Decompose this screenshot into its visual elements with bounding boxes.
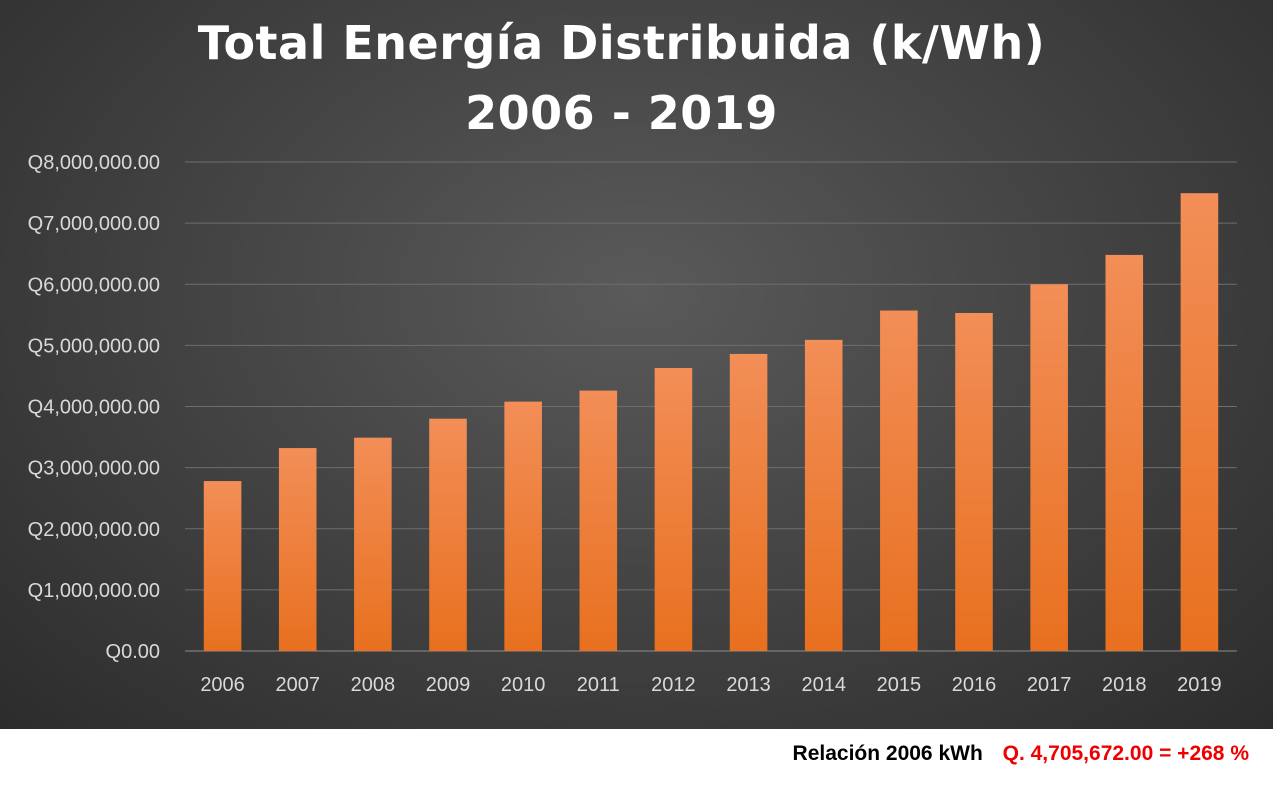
bar-2017	[1030, 284, 1068, 651]
bar-2018	[1105, 254, 1144, 651]
x-tick-label: 2013	[726, 674, 771, 696]
x-tick-label: 2015	[877, 674, 922, 696]
x-tick-label: 2010	[501, 674, 546, 696]
y-tick-label: Q2,000,000.00	[28, 519, 160, 541]
chart-subtitle: 2006 - 2019	[465, 86, 778, 140]
bar-2019	[1180, 193, 1219, 651]
bar-2016	[955, 312, 993, 651]
y-tick-label: Q0.00	[106, 641, 160, 663]
footer-label: Relación 2006 kWh	[792, 742, 983, 765]
footer-note: Relación 2006 kWh Q. 4,705,672.00 = +268…	[793, 742, 1249, 766]
y-tick-label: Q6,000,000.00	[28, 274, 160, 296]
bar-2007	[278, 448, 317, 651]
bar-2008	[354, 437, 392, 651]
y-tick-label: Q3,000,000.00	[28, 458, 160, 480]
y-tick-label: Q1,000,000.00	[28, 580, 160, 602]
y-tick-label: Q4,000,000.00	[28, 397, 160, 419]
bar-2012	[654, 367, 693, 651]
footer-value: Q. 4,705,672.00 = +268 %	[1002, 742, 1249, 765]
x-tick-label: 2006	[200, 674, 245, 696]
bar-2010	[504, 401, 542, 651]
y-tick-label: Q5,000,000.00	[28, 335, 160, 357]
x-tick-label: 2011	[577, 674, 620, 696]
chart-panel: Total Energía Distribuida (k/Wh) 2006 - …	[0, 0, 1273, 729]
bar-2006	[203, 481, 242, 651]
bar-2009	[429, 418, 467, 651]
x-tick-label: 2016	[952, 674, 997, 696]
y-tick-label: Q7,000,000.00	[28, 213, 160, 235]
bar-2014	[804, 339, 843, 651]
y-tick-label: Q8,000,000.00	[28, 152, 160, 174]
x-tick-label: 2018	[1102, 674, 1147, 696]
x-tick-label: 2007	[275, 674, 320, 696]
chart-title: Total Energía Distribuida (k/Wh)	[197, 16, 1046, 70]
x-tick-label: 2009	[426, 674, 471, 696]
bar-2011	[579, 390, 618, 651]
bar-2013	[729, 353, 768, 651]
x-tick-label: 2014	[801, 674, 846, 696]
x-tick-label: 2012	[651, 674, 696, 696]
bar-chart: Q0.00 Q1,000,000.00 Q2,000,000.00 Q3,000,00…	[28, 152, 1237, 696]
x-tick-label: 2008	[351, 674, 396, 696]
x-tick-label: 2019	[1177, 674, 1222, 696]
x-tick-label: 2017	[1027, 674, 1072, 696]
bar-2015	[880, 310, 918, 651]
